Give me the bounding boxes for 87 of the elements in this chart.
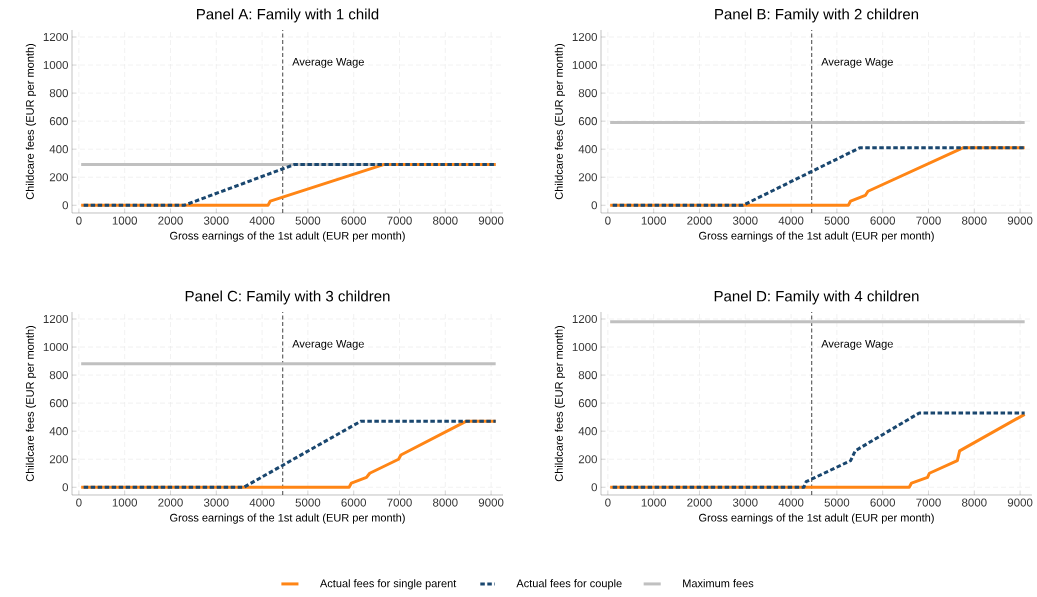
legend-label: Actual fees for couple bbox=[516, 579, 622, 590]
x-tick-label: 1000 bbox=[112, 498, 138, 507]
y-tick-label: 200 bbox=[49, 455, 69, 464]
x-tick-label: 8000 bbox=[433, 216, 458, 225]
y-tick-label: 1200 bbox=[43, 32, 69, 42]
chart-title: Panel B: Family with 2 children bbox=[715, 8, 919, 23]
y-tick-label: 400 bbox=[578, 145, 598, 154]
x-tick-label: 6000 bbox=[341, 498, 367, 507]
x-tick-label: 3000 bbox=[203, 498, 229, 507]
y-tick-label: 400 bbox=[578, 427, 598, 436]
y-tick-label: 1200 bbox=[572, 314, 598, 324]
x-tick-label: 2000 bbox=[158, 216, 183, 225]
x-axis-title: Gross earnings of the 1st adult (EUR per month) bbox=[699, 231, 934, 242]
x-tick-label: 5000 bbox=[295, 498, 321, 507]
x-tick-label: 1000 bbox=[112, 216, 138, 225]
x-axis-title: Gross earnings of the 1st adult (EUR per month) bbox=[699, 513, 934, 524]
x-tick-label: 0 bbox=[76, 216, 82, 225]
x-tick-label: 4000 bbox=[778, 498, 804, 507]
y-tick-label: 600 bbox=[578, 399, 598, 408]
x-tick-label: 5000 bbox=[824, 498, 850, 507]
y-tick-label: 1200 bbox=[572, 32, 598, 42]
y-axis-title: Childcare fees (EUR per month) bbox=[25, 325, 37, 482]
x-tick-label: 0 bbox=[605, 498, 611, 507]
x-axis-title: Gross earnings of the 1st adult (EUR per month) bbox=[170, 231, 405, 242]
x-tick-label: 5000 bbox=[295, 216, 321, 225]
x-tick-label: 1000 bbox=[641, 216, 667, 225]
x-tick-label: 2000 bbox=[687, 216, 712, 225]
x-tick-label: 5000 bbox=[824, 216, 850, 225]
y-tick-label: 600 bbox=[49, 399, 69, 408]
x-tick-label: 8000 bbox=[962, 216, 987, 225]
legend-label: Actual fees for single parent bbox=[319, 579, 457, 590]
y-tick-label: 0 bbox=[591, 201, 598, 210]
y-tick-label: 600 bbox=[578, 117, 598, 126]
x-tick-label: 9000 bbox=[1007, 216, 1033, 225]
legend-label: Maximum fees bbox=[683, 579, 754, 588]
ref-line-label: Average Wage bbox=[292, 340, 364, 350]
y-tick-label: 1000 bbox=[43, 342, 69, 352]
chart-title: Panel A: Family with 1 child bbox=[197, 8, 379, 23]
x-tick-label: 0 bbox=[605, 216, 611, 225]
x-tick-label: 7000 bbox=[916, 498, 941, 507]
y-tick-label: 0 bbox=[62, 201, 69, 210]
y-tick-label: 800 bbox=[49, 89, 69, 98]
x-tick-label: 4000 bbox=[778, 216, 804, 225]
y-tick-label: 400 bbox=[49, 427, 69, 436]
y-tick-label: 200 bbox=[578, 173, 598, 182]
y-tick-label: 400 bbox=[49, 145, 69, 154]
x-tick-label: 7000 bbox=[916, 216, 941, 225]
y-tick-label: 1000 bbox=[43, 60, 69, 70]
x-tick-label: 9000 bbox=[478, 498, 504, 507]
x-tick-label: 4000 bbox=[249, 216, 275, 225]
y-tick-label: 0 bbox=[62, 483, 69, 492]
x-tick-label: 8000 bbox=[961, 498, 987, 507]
x-tick-label: 7000 bbox=[387, 498, 412, 507]
x-tick-label: 9000 bbox=[1007, 498, 1033, 507]
chart-title: Panel D: Family with 4 children bbox=[714, 290, 919, 305]
ref-line-label: Average Wage bbox=[292, 58, 364, 68]
x-tick-label: 1000 bbox=[641, 498, 667, 507]
y-tick-label: 1200 bbox=[43, 314, 69, 324]
x-tick-label: 2000 bbox=[158, 498, 183, 507]
y-tick-label: 800 bbox=[578, 371, 598, 380]
x-tick-label: 3000 bbox=[203, 216, 229, 225]
ref-line-label: Average Wage bbox=[821, 340, 893, 350]
x-tick-label: 3000 bbox=[732, 216, 758, 225]
y-tick-label: 1000 bbox=[572, 60, 598, 70]
y-tick-label: 800 bbox=[578, 89, 598, 98]
x-tick-label: 3000 bbox=[732, 498, 758, 507]
x-tick-label: 0 bbox=[76, 498, 82, 507]
x-tick-label: 8000 bbox=[433, 498, 458, 507]
y-tick-label: 800 bbox=[49, 371, 69, 380]
y-axis-title: Childcare fees (EUR per month) bbox=[554, 325, 566, 482]
y-tick-label: 200 bbox=[49, 173, 69, 182]
y-tick-label: 0 bbox=[591, 483, 598, 492]
y-tick-label: 600 bbox=[49, 117, 69, 126]
y-axis-title: Childcare fees (EUR per month) bbox=[25, 43, 37, 200]
chart-title: Panel C: Family with 3 children bbox=[185, 290, 390, 305]
ref-line-label: Average Wage bbox=[821, 58, 893, 68]
x-tick-label: 2000 bbox=[687, 498, 712, 507]
x-tick-label: 9000 bbox=[478, 216, 504, 225]
x-tick-label: 6000 bbox=[870, 216, 896, 225]
x-axis-title: Gross earnings of the 1st adult (EUR per month) bbox=[170, 513, 405, 524]
x-tick-label: 6000 bbox=[870, 498, 896, 507]
x-tick-label: 4000 bbox=[249, 498, 275, 507]
y-tick-label: 200 bbox=[578, 455, 598, 464]
x-tick-label: 7000 bbox=[387, 216, 412, 225]
y-axis-title: Childcare fees (EUR per month) bbox=[554, 43, 566, 200]
x-tick-label: 6000 bbox=[341, 216, 367, 225]
y-tick-label: 1000 bbox=[572, 342, 598, 352]
